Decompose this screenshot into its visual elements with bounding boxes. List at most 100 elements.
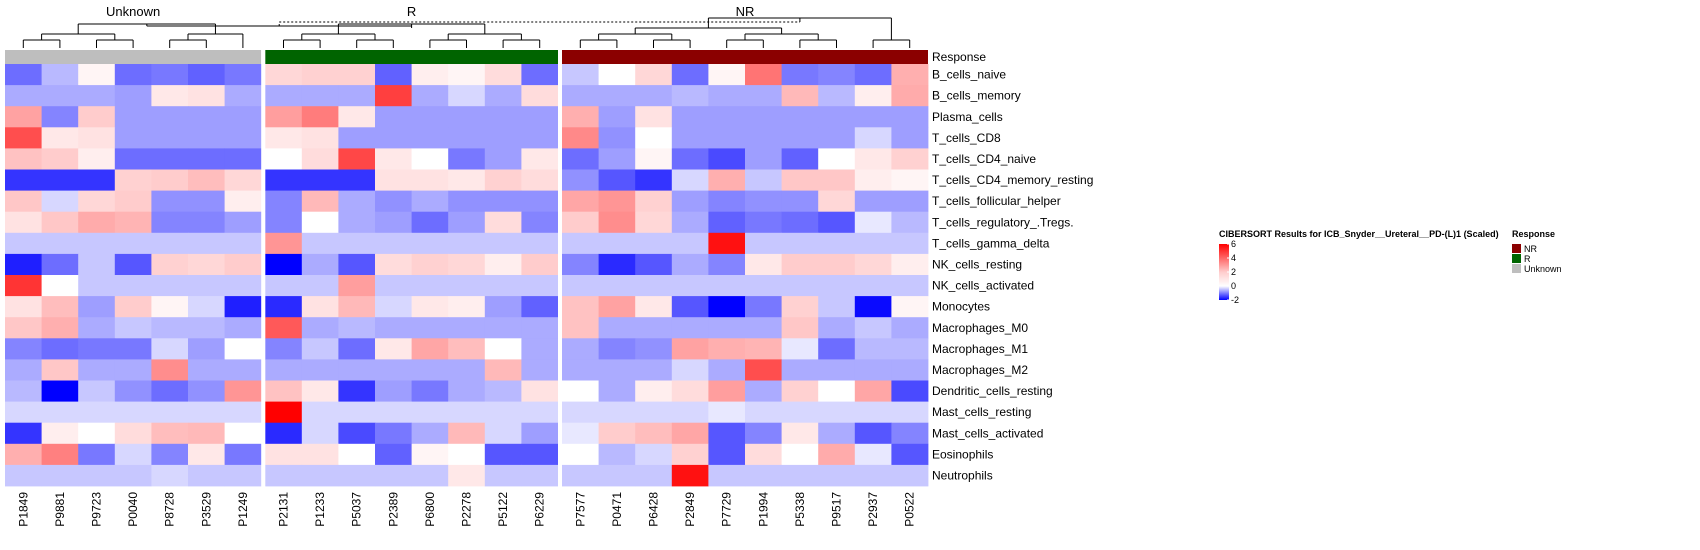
heatmap-cell	[5, 401, 42, 424]
heatmap-cell	[41, 190, 79, 213]
heatmap-cell	[375, 106, 412, 128]
heatmap-cell	[745, 275, 782, 297]
heatmap-cell	[78, 148, 116, 170]
heatmap-cell	[562, 296, 599, 318]
heatmap-cell	[301, 253, 339, 276]
heatmap-cell	[484, 253, 522, 276]
heatmap-cell	[448, 401, 486, 424]
heatmap-cell	[671, 64, 709, 86]
heatmap-cell	[338, 253, 376, 276]
row-label: T_cells_CD4_memory_resting	[932, 173, 1093, 187]
heatmap-cell	[781, 338, 819, 360]
heatmap-cell	[854, 422, 892, 445]
heatmap-cell	[484, 211, 522, 234]
heatmap-cell	[411, 401, 449, 424]
row-label: T_cells_CD4_naive	[932, 152, 1036, 166]
heatmap-cell	[114, 359, 152, 381]
heatmap-cell	[818, 380, 856, 402]
heatmap-cell	[671, 380, 709, 402]
heatmap-cells	[5, 64, 929, 487]
heatmap-cell	[448, 85, 486, 107]
heatmap-cell	[635, 211, 673, 234]
group-separator	[558, 50, 562, 487]
heatmap-cell	[265, 275, 303, 297]
heatmap-cell	[411, 317, 449, 339]
heatmap-cell	[562, 127, 599, 149]
heatmap-cell	[635, 232, 673, 255]
heatmap-cell	[818, 64, 856, 86]
heatmap-cell	[375, 296, 412, 318]
heatmap-cell	[854, 190, 892, 213]
heatmap-cell	[484, 380, 522, 402]
heatmap-cell	[301, 232, 339, 255]
heatmap-cell	[5, 85, 42, 107]
column-label: P1233	[313, 492, 327, 527]
heatmap-cell	[151, 338, 189, 360]
heatmap-cell	[521, 190, 559, 213]
heatmap-cell	[854, 253, 892, 276]
heatmap-cell	[301, 127, 339, 149]
heatmap-cell	[562, 464, 599, 487]
heatmap-cell	[521, 106, 559, 128]
heatmap-cell	[781, 275, 819, 297]
heatmap-cell	[484, 64, 522, 86]
heatmap-cell	[854, 127, 892, 149]
heatmap-cell	[114, 401, 152, 424]
heatmap-cell	[338, 211, 376, 234]
heatmap-cell	[41, 422, 79, 445]
heatmap-cell	[41, 232, 79, 255]
heatmap-cell	[338, 401, 376, 424]
heatmap-cell	[598, 169, 636, 191]
legend-color-bar	[1219, 244, 1229, 300]
heatmap-cell	[781, 232, 819, 255]
column-label: P5122	[496, 492, 510, 527]
heatmap-cell	[41, 169, 79, 191]
legend-tick-label: -2	[1231, 295, 1239, 305]
heatmap-cell	[745, 190, 782, 213]
heatmap-cell	[338, 296, 376, 318]
heatmap-cell	[818, 401, 856, 424]
heatmap-cell	[671, 338, 709, 360]
heatmap-cell	[745, 317, 782, 339]
heatmap-cell	[301, 169, 339, 191]
heatmap-cell	[151, 443, 189, 466]
heatmap-cell	[5, 169, 42, 191]
heatmap-cell	[635, 85, 673, 107]
column-label: P0522	[903, 492, 917, 527]
heatmap-cell	[598, 211, 636, 234]
heatmap-cell	[151, 401, 189, 424]
heatmap-cell	[224, 443, 262, 466]
heatmap-cell	[224, 422, 262, 445]
row-label: Monocytes	[932, 300, 990, 314]
heatmap-cell	[375, 275, 412, 297]
row-label: Macrophages_M0	[932, 321, 1028, 335]
heatmap-cell	[598, 443, 636, 466]
heatmap-cell	[562, 253, 599, 276]
heatmap-cell	[521, 443, 559, 466]
heatmap-cell	[818, 190, 856, 213]
column-label: P6229	[533, 492, 547, 527]
row-label: Macrophages_M2	[932, 363, 1028, 377]
heatmap-cell	[854, 380, 892, 402]
heatmap-cell	[671, 359, 709, 381]
heatmap-cell	[265, 296, 303, 318]
heatmap-cell	[598, 317, 636, 339]
heatmap-cell	[891, 64, 929, 86]
heatmap-cell	[41, 443, 79, 466]
heatmap-cell	[854, 64, 892, 86]
heatmap-cell	[818, 169, 856, 191]
heatmap-cell	[224, 64, 262, 86]
heatmap-cell	[891, 422, 929, 445]
heatmap-cell	[448, 190, 486, 213]
heatmap-cell	[301, 275, 339, 297]
heatmap-cell	[562, 380, 599, 402]
heatmap-cell	[854, 232, 892, 255]
heatmap-cell	[5, 338, 42, 360]
heatmap-cell	[562, 275, 599, 297]
heatmap-cell	[598, 190, 636, 213]
heatmap-cell	[635, 443, 673, 466]
heatmap-cell	[781, 148, 819, 170]
heatmap-cell	[745, 359, 782, 381]
heatmap-cell	[818, 296, 856, 318]
heatmap-cell	[635, 190, 673, 213]
